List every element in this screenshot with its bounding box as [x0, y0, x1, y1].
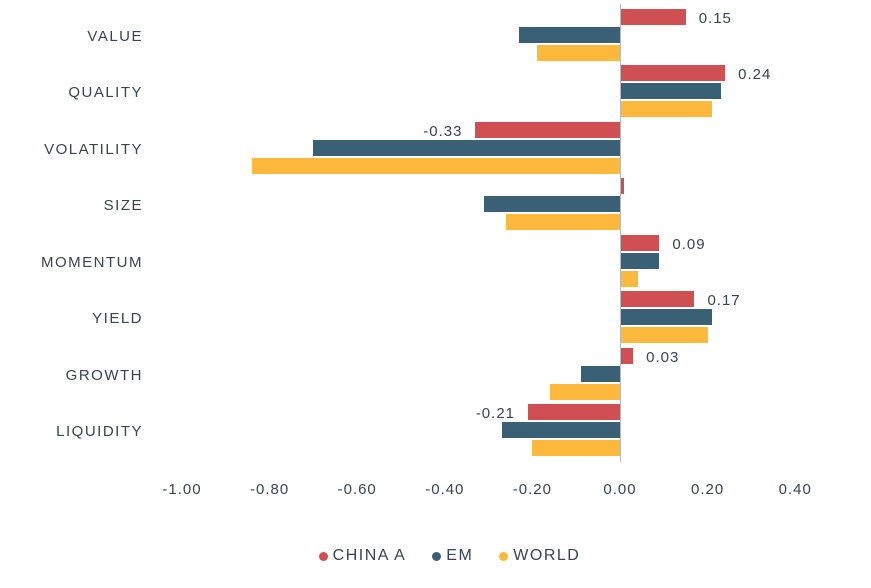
legend-item-china-a: CHINA A	[318, 547, 407, 565]
zero-axis-line	[620, 4, 621, 462]
bar-world-yield	[620, 327, 708, 343]
data-label-china-a-volatility: -0.33	[423, 122, 463, 140]
x-tick-label-0.20: 0.20	[690, 481, 725, 498]
bar-em-quality	[620, 83, 721, 99]
legend-dot-world	[499, 551, 509, 561]
bar-em-volatility	[313, 139, 620, 156]
data-label-china-a-growth: 0.03	[646, 348, 680, 366]
bar-world-momentum	[620, 270, 638, 287]
x-tick-label-0.40: 0.40	[778, 481, 812, 498]
category-label-momentum: MOMENTUM	[41, 253, 143, 271]
bar-em-liquidity	[501, 422, 620, 438]
category-label-yield: YIELD	[92, 310, 143, 327]
bar-em-value	[519, 26, 620, 43]
legend-item-world: WORLD	[499, 547, 580, 565]
x-tick-label--0.80: -0.80	[249, 481, 290, 498]
category-label-liquidity: LIQUIDITY	[56, 423, 143, 440]
bar-world-liquidity	[532, 440, 620, 456]
bar-china-a-volatility	[475, 121, 620, 138]
bar-china-a-growth	[620, 347, 634, 364]
data-label-china-a-momentum: 0.09	[672, 235, 706, 253]
bar-em-yield	[620, 309, 712, 325]
category-label-size: SIZE	[103, 197, 143, 214]
bar-china-a-value	[620, 8, 686, 25]
bar-world-volatility	[252, 157, 620, 174]
data-label-china-a-value: 0.15	[698, 9, 732, 27]
legend-label-china-a: CHINA A	[332, 547, 407, 564]
category-label-quality: QUALITY	[68, 84, 143, 101]
data-label-china-a-liquidity: -0.21	[475, 405, 516, 422]
legend-label-world: WORLD	[513, 547, 581, 564]
bar-china-a-momentum	[620, 234, 660, 251]
x-tick-label--0.60: -0.60	[337, 481, 377, 498]
bar-em-size	[484, 196, 620, 212]
bar-china-a-liquidity	[528, 404, 620, 420]
chart-legend: CHINA A EM WORLD	[0, 546, 871, 566]
bar-world-quality	[620, 101, 712, 117]
legend-dot-em	[432, 551, 442, 561]
bar-china-a-yield	[620, 291, 695, 307]
data-label-china-a-yield: 0.17	[707, 292, 741, 309]
legend-dot-china-a	[318, 551, 328, 561]
legend-item-em: EM	[432, 547, 473, 565]
data-label-china-a-quality: 0.24	[738, 66, 772, 83]
category-label-value: VALUE	[87, 27, 143, 45]
x-tick-label--0.40: -0.40	[425, 481, 465, 498]
bar-world-growth	[549, 383, 620, 400]
x-tick-label--0.20: -0.20	[512, 481, 552, 498]
legend-label-em: EM	[446, 547, 474, 564]
bar-world-value	[536, 44, 620, 61]
bar-em-growth	[580, 365, 620, 382]
category-label-growth: GROWTH	[65, 366, 143, 384]
bar-world-size	[506, 214, 620, 230]
category-label-volatility: VOLATILITY	[44, 140, 143, 158]
bar-china-a-quality	[620, 65, 726, 81]
x-tick-label-0.00: 0.00	[603, 481, 637, 498]
x-tick-label--1.00: -1.00	[162, 481, 202, 498]
bar-china-a-size	[620, 178, 625, 194]
bar-em-momentum	[620, 252, 660, 269]
